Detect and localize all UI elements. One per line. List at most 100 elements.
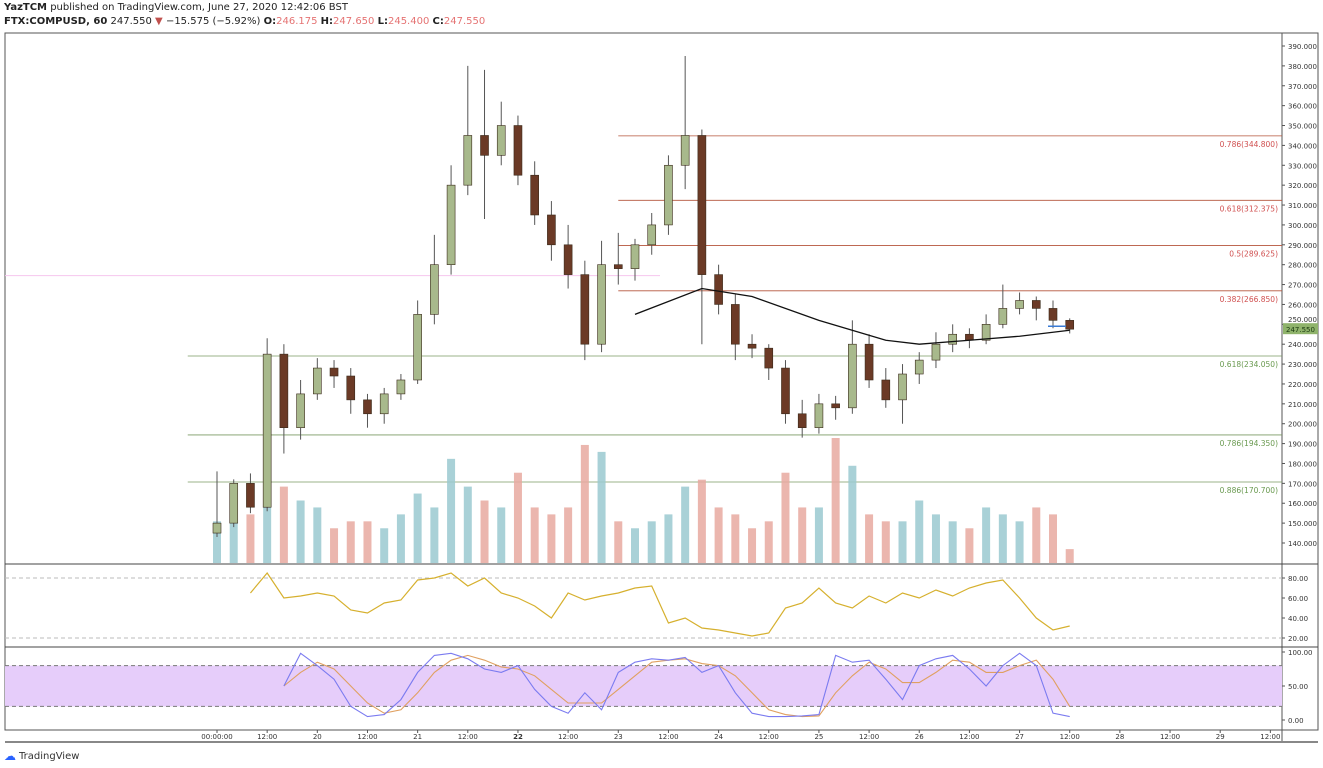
candle	[413, 300, 422, 384]
time-tick-label: 25	[814, 733, 823, 741]
volume-bar	[915, 500, 924, 563]
time-tick-label: 00:00:00	[201, 733, 232, 741]
candle-body	[613, 264, 623, 269]
volume-bar	[1015, 521, 1024, 563]
logo-text: TradingView	[19, 750, 80, 762]
time-tick-label: 12:00	[357, 733, 377, 741]
rsi-tick-label: 60.00	[1288, 595, 1308, 603]
candle-body	[1015, 300, 1024, 309]
price-tick-label: 160.000	[1288, 500, 1317, 508]
fib-level-label: 0.886(170.700)	[1220, 486, 1278, 495]
price-tick-label: 360.000	[1288, 103, 1317, 111]
candle	[814, 393, 824, 434]
candle	[480, 69, 489, 219]
candle	[914, 352, 924, 384]
author-name[interactable]: YazTCM	[4, 2, 48, 13]
candle-body	[279, 353, 289, 428]
publish-info: YazTCM published on TradingView.com, Jun…	[4, 2, 348, 13]
candle-body	[731, 304, 740, 345]
candle-body	[580, 274, 590, 345]
candle-body	[1031, 300, 1041, 309]
volume-bar	[664, 514, 673, 563]
volume-bar	[396, 514, 405, 563]
candle-body	[262, 353, 272, 508]
price-tick-label: 340.000	[1288, 142, 1317, 150]
candle-body	[296, 393, 305, 428]
volume-bar	[229, 507, 238, 563]
volume-bar	[597, 451, 606, 563]
candle-body	[1065, 320, 1075, 330]
candle-body	[563, 244, 573, 275]
stoch-band-fill	[5, 665, 1282, 707]
candle	[848, 320, 857, 414]
volume-bar	[263, 465, 272, 563]
candle-body	[864, 343, 874, 381]
time-tick-label: 29	[1216, 733, 1225, 741]
candle-body	[898, 373, 907, 401]
volume-bar	[363, 521, 372, 563]
candle	[363, 393, 372, 428]
price-tick-label: 240.000	[1288, 341, 1317, 349]
price-tick-label: 170.000	[1288, 480, 1317, 488]
fib-level-label: 0.618(234.050)	[1220, 360, 1278, 369]
candle-body	[714, 274, 723, 305]
volume-bar	[380, 528, 389, 563]
tradingview-logo[interactable]: ☁ TradingView	[4, 749, 79, 763]
candle	[948, 324, 957, 353]
price-tick-label: 150.000	[1288, 520, 1317, 528]
price-tick-label: 350.000	[1288, 123, 1317, 131]
stoch-tick-label: 0.00	[1288, 717, 1304, 725]
volume-bar	[831, 438, 840, 563]
volume-bar	[931, 514, 940, 563]
candle	[747, 334, 757, 359]
volume-bar	[530, 507, 539, 563]
candle	[463, 65, 473, 196]
volume-bar	[346, 521, 355, 563]
price-tick-label: 320.000	[1288, 182, 1317, 190]
candle-body	[998, 308, 1008, 325]
candle-body	[396, 379, 406, 395]
open-value: 246.175	[276, 16, 318, 27]
volume-bar	[213, 521, 221, 563]
rsi-line	[249, 572, 1070, 637]
candle	[379, 387, 389, 424]
candle-body	[948, 333, 957, 345]
candle	[563, 224, 573, 289]
candle-body	[764, 347, 774, 369]
candle	[346, 368, 356, 414]
candle-body	[430, 264, 439, 315]
volume-bar	[714, 507, 723, 563]
price-tick-label: 220.000	[1288, 381, 1317, 389]
candle	[329, 360, 339, 388]
price-tick-label: 140.000	[1288, 540, 1317, 548]
volume-bar	[463, 486, 472, 563]
volume-bar	[313, 507, 322, 563]
open-label: O:	[263, 16, 277, 27]
volume-bar	[731, 514, 740, 563]
volume-bar	[513, 472, 522, 563]
volume-bar	[881, 521, 890, 563]
candle	[1065, 318, 1075, 334]
candle-body	[363, 399, 372, 415]
volume-bar	[697, 479, 706, 563]
candle	[496, 101, 506, 166]
volume-bar	[764, 521, 773, 563]
fib-level-label: 0.382(266.850)	[1220, 295, 1278, 304]
time-tick-label: 12:00	[1260, 733, 1280, 741]
time-tick-label: 12:00	[859, 733, 879, 741]
candle	[279, 344, 289, 454]
close-value: 247.550	[443, 16, 486, 27]
fib-level-label: 0.618(312.375)	[1220, 204, 1278, 213]
volume-bar	[430, 507, 439, 563]
fib-level-label: 0.786(344.800)	[1220, 140, 1278, 149]
price-tick-label: 190.000	[1288, 441, 1317, 449]
candle-body	[346, 375, 356, 401]
candle	[580, 260, 590, 361]
candle	[764, 344, 774, 380]
candle-body	[496, 125, 506, 156]
candle-body	[931, 343, 941, 361]
candle-body	[329, 367, 339, 377]
price-tick-label: 380.000	[1288, 63, 1317, 71]
candle-body	[530, 174, 539, 216]
